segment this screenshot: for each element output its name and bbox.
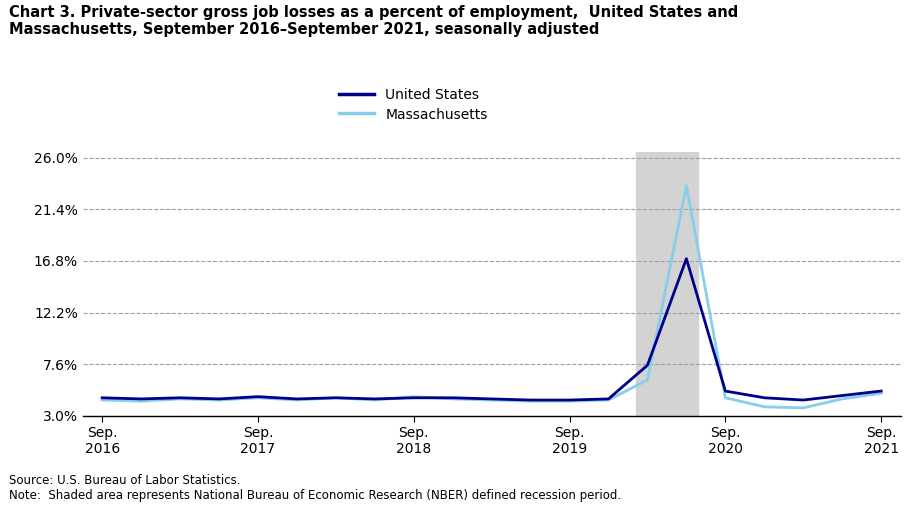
Text: Source: U.S. Bureau of Labor Statistics.
Note:  Shaded area represents National : Source: U.S. Bureau of Labor Statistics.… bbox=[9, 474, 621, 502]
Bar bbox=[636, 152, 698, 416]
Text: Chart 3. Private-sector gross job losses as a percent of employment,  United Sta: Chart 3. Private-sector gross job losses… bbox=[9, 5, 739, 38]
Legend: United States, Massachusetts: United States, Massachusetts bbox=[339, 88, 488, 122]
